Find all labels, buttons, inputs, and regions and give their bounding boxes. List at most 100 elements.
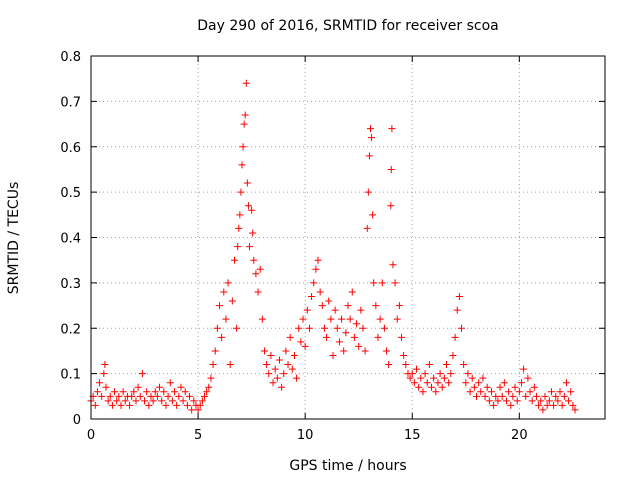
data-point bbox=[224, 279, 232, 287]
data-point bbox=[282, 347, 290, 355]
data-point bbox=[331, 306, 339, 314]
data-point bbox=[355, 342, 363, 350]
data-point bbox=[475, 379, 483, 387]
data-point bbox=[258, 315, 266, 323]
data-point bbox=[93, 388, 101, 396]
data-point bbox=[507, 401, 515, 409]
data-point bbox=[96, 379, 104, 387]
data-point bbox=[466, 388, 474, 396]
data-point bbox=[136, 392, 144, 400]
data-point bbox=[417, 374, 425, 382]
data-point bbox=[487, 388, 495, 396]
data-point bbox=[342, 329, 350, 337]
data-point bbox=[179, 397, 187, 405]
y-tick-label: 0.2 bbox=[60, 322, 81, 337]
data-point bbox=[213, 324, 221, 332]
data-point bbox=[462, 379, 470, 387]
data-point bbox=[393, 315, 401, 323]
data-point bbox=[445, 379, 453, 387]
data-point bbox=[242, 79, 250, 87]
data-point bbox=[455, 292, 463, 300]
data-point bbox=[560, 392, 568, 400]
data-point bbox=[138, 370, 146, 378]
data-point bbox=[389, 261, 397, 269]
data-point bbox=[108, 401, 116, 409]
data-point bbox=[483, 383, 491, 391]
data-point bbox=[218, 333, 226, 341]
data-point bbox=[402, 361, 410, 369]
data-point bbox=[158, 397, 166, 405]
data-point bbox=[479, 374, 487, 382]
data-point bbox=[151, 388, 159, 396]
x-tick-label: 5 bbox=[194, 428, 202, 443]
data-point bbox=[502, 397, 510, 405]
data-point bbox=[528, 397, 536, 405]
data-point bbox=[166, 379, 174, 387]
x-tick-label: 10 bbox=[297, 428, 314, 443]
data-point bbox=[228, 297, 236, 305]
data-point bbox=[346, 315, 354, 323]
data-point bbox=[314, 256, 322, 264]
data-point bbox=[310, 279, 318, 287]
data-point bbox=[511, 383, 519, 391]
data-point bbox=[376, 315, 384, 323]
data-point bbox=[541, 392, 549, 400]
data-point bbox=[425, 361, 433, 369]
data-point bbox=[353, 320, 361, 328]
data-point bbox=[171, 388, 179, 396]
data-point bbox=[370, 279, 378, 287]
data-point bbox=[126, 401, 134, 409]
data-point bbox=[383, 347, 391, 355]
y-tick-label: 0.7 bbox=[60, 95, 81, 110]
data-point bbox=[305, 324, 313, 332]
data-point bbox=[286, 333, 294, 341]
data-point bbox=[443, 361, 451, 369]
data-point bbox=[256, 265, 264, 273]
data-point bbox=[473, 392, 480, 400]
data-point bbox=[335, 338, 343, 346]
data-point bbox=[359, 324, 367, 332]
data-point bbox=[357, 306, 365, 314]
data-point bbox=[387, 165, 395, 173]
data-point bbox=[101, 361, 109, 369]
data-point bbox=[524, 374, 532, 382]
data-point bbox=[293, 374, 301, 382]
data-point bbox=[423, 379, 431, 387]
data-point bbox=[545, 397, 553, 405]
data-point bbox=[284, 361, 292, 369]
data-point bbox=[288, 365, 296, 373]
data-point bbox=[468, 374, 476, 382]
data-point bbox=[470, 383, 478, 391]
y-tick-label: 0.8 bbox=[60, 50, 81, 65]
data-point bbox=[308, 292, 316, 300]
data-point bbox=[451, 333, 459, 341]
data-point bbox=[490, 401, 498, 409]
data-point bbox=[447, 370, 455, 378]
data-point bbox=[275, 356, 283, 364]
data-point bbox=[562, 379, 570, 387]
data-point bbox=[299, 315, 307, 323]
data-point bbox=[269, 379, 277, 387]
data-point bbox=[130, 388, 138, 396]
data-point bbox=[265, 370, 273, 378]
data-point bbox=[248, 206, 256, 214]
data-point bbox=[240, 120, 248, 128]
data-point bbox=[113, 397, 121, 405]
data-point bbox=[477, 388, 485, 396]
data-point bbox=[492, 392, 500, 400]
y-tick-label: 0.6 bbox=[60, 141, 81, 156]
x-axis-label: GPS time / hours bbox=[289, 458, 406, 474]
data-point bbox=[128, 392, 136, 400]
data-point bbox=[164, 392, 172, 400]
data-point bbox=[366, 125, 374, 133]
data-point bbox=[153, 392, 161, 400]
data-point bbox=[460, 361, 468, 369]
data-point bbox=[201, 392, 209, 400]
data-point bbox=[263, 361, 271, 369]
data-point bbox=[249, 229, 257, 237]
data-point bbox=[141, 397, 149, 405]
data-point bbox=[190, 397, 198, 405]
data-point bbox=[244, 202, 252, 210]
data-point bbox=[391, 279, 399, 287]
data-point bbox=[327, 315, 335, 323]
